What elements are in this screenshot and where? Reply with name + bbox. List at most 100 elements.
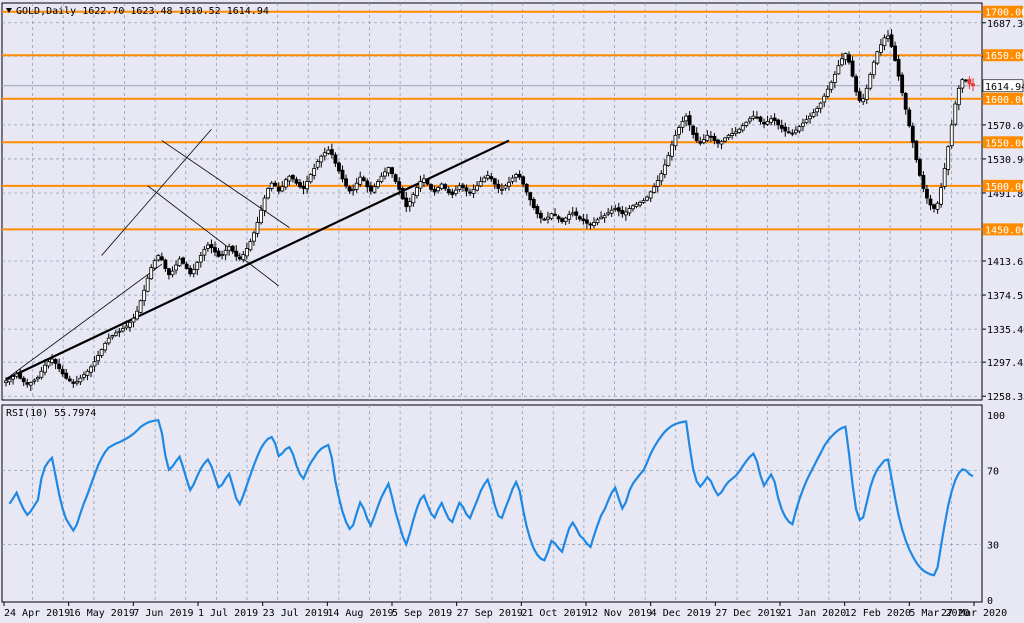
- candle-body: [939, 187, 944, 205]
- candle-body: [266, 188, 271, 199]
- level-label-bg: [983, 223, 1023, 236]
- candle-body: [921, 175, 926, 189]
- candle-body: [138, 300, 143, 313]
- y-tick-label: 1335.40: [987, 325, 1024, 336]
- x-tick-label: 24 Apr 2019: [4, 608, 70, 619]
- candle-body: [468, 191, 472, 194]
- candle-body: [560, 218, 565, 222]
- candle-body: [50, 358, 54, 363]
- candle-body: [879, 44, 883, 53]
- candle-body: [414, 187, 419, 197]
- candle-body: [376, 181, 380, 188]
- trendline: [161, 140, 290, 228]
- y-tick-label: 1530.90: [987, 155, 1024, 166]
- candle-body: [237, 256, 242, 260]
- level-label: 1500.00: [985, 182, 1024, 193]
- level-label-bg: [983, 5, 1023, 18]
- candle-body: [861, 98, 866, 103]
- candle-body: [822, 95, 827, 103]
- candle-body: [492, 178, 497, 185]
- candle-body: [641, 200, 646, 203]
- candle-body: [769, 118, 773, 123]
- rsi-tick-label: 100: [987, 411, 1005, 422]
- trendline: [147, 185, 279, 287]
- candle-body: [347, 186, 352, 192]
- candle-body: [103, 343, 108, 351]
- candle-body: [595, 219, 600, 224]
- candle-body: [60, 368, 65, 375]
- candle-body: [928, 198, 933, 206]
- candle-body: [786, 131, 791, 134]
- candle-body: [896, 59, 901, 77]
- candle-body: [925, 188, 929, 199]
- x-tick-label: 21 Oct 2019: [521, 608, 587, 619]
- candle-body: [496, 183, 501, 189]
- candle-body: [705, 134, 710, 141]
- candle-body: [326, 149, 331, 154]
- candle-body: [351, 188, 356, 191]
- candle-body: [577, 216, 582, 220]
- candle-body: [7, 378, 12, 383]
- candle-body: [875, 51, 880, 64]
- candle-body: [85, 370, 90, 376]
- candle-body: [609, 209, 614, 214]
- candle-body: [847, 54, 851, 63]
- candle-body: [758, 116, 763, 122]
- candle-body: [14, 373, 19, 377]
- candle-body: [174, 264, 178, 271]
- candle-body: [461, 184, 465, 188]
- candle-body: [471, 188, 476, 194]
- candle-body: [198, 255, 203, 263]
- candle-body: [315, 161, 320, 168]
- candle-body: [818, 102, 823, 109]
- candle-body: [276, 186, 281, 192]
- candle-body: [298, 182, 302, 188]
- candle-body: [206, 244, 210, 249]
- candle-body: [701, 139, 706, 144]
- candle-body: [751, 115, 756, 119]
- candle-body: [361, 177, 366, 182]
- candle-body: [213, 247, 217, 253]
- candle-body: [365, 180, 370, 188]
- candle-body: [677, 127, 681, 135]
- x-tick-label: 27 Mar 2020: [941, 608, 1007, 619]
- candle-body: [485, 174, 490, 179]
- candle-body: [737, 128, 742, 133]
- candle-body: [404, 197, 409, 208]
- rsi-tick-label: 0: [987, 596, 993, 607]
- candle-body: [631, 205, 635, 210]
- candle-body: [230, 245, 235, 252]
- candle-body: [195, 262, 200, 271]
- candle-body: [712, 135, 717, 141]
- candle-body: [687, 115, 692, 126]
- candle-body: [570, 212, 575, 215]
- candle-body: [89, 366, 93, 373]
- candle-body: [765, 121, 770, 125]
- candle-body: [708, 135, 713, 138]
- candle-body: [156, 255, 161, 261]
- y-tick-label: 1297.45: [987, 358, 1024, 369]
- candle-body: [443, 184, 448, 189]
- candle-body: [124, 325, 129, 329]
- candle-body: [917, 159, 922, 176]
- candle-body: [698, 141, 703, 144]
- y-tick-label: 1413.65: [987, 257, 1024, 268]
- candle-body: [18, 372, 23, 379]
- y-tick-label: 1687.30: [987, 19, 1024, 30]
- candle-body: [524, 184, 529, 193]
- candle-body: [436, 187, 441, 192]
- candle-body: [145, 277, 150, 292]
- candle-body: [680, 121, 685, 128]
- level-label-bg: [983, 92, 1023, 105]
- collapse-icon: [6, 8, 12, 13]
- candle-body: [620, 210, 625, 215]
- candle-body: [74, 381, 79, 384]
- candle-body: [71, 381, 76, 384]
- candle-body: [269, 182, 274, 189]
- level-label-bg: [983, 136, 1023, 149]
- level-label: 1650.00: [985, 51, 1024, 62]
- candle-body: [202, 248, 207, 256]
- candle-body: [294, 179, 299, 184]
- candle-body: [574, 211, 579, 216]
